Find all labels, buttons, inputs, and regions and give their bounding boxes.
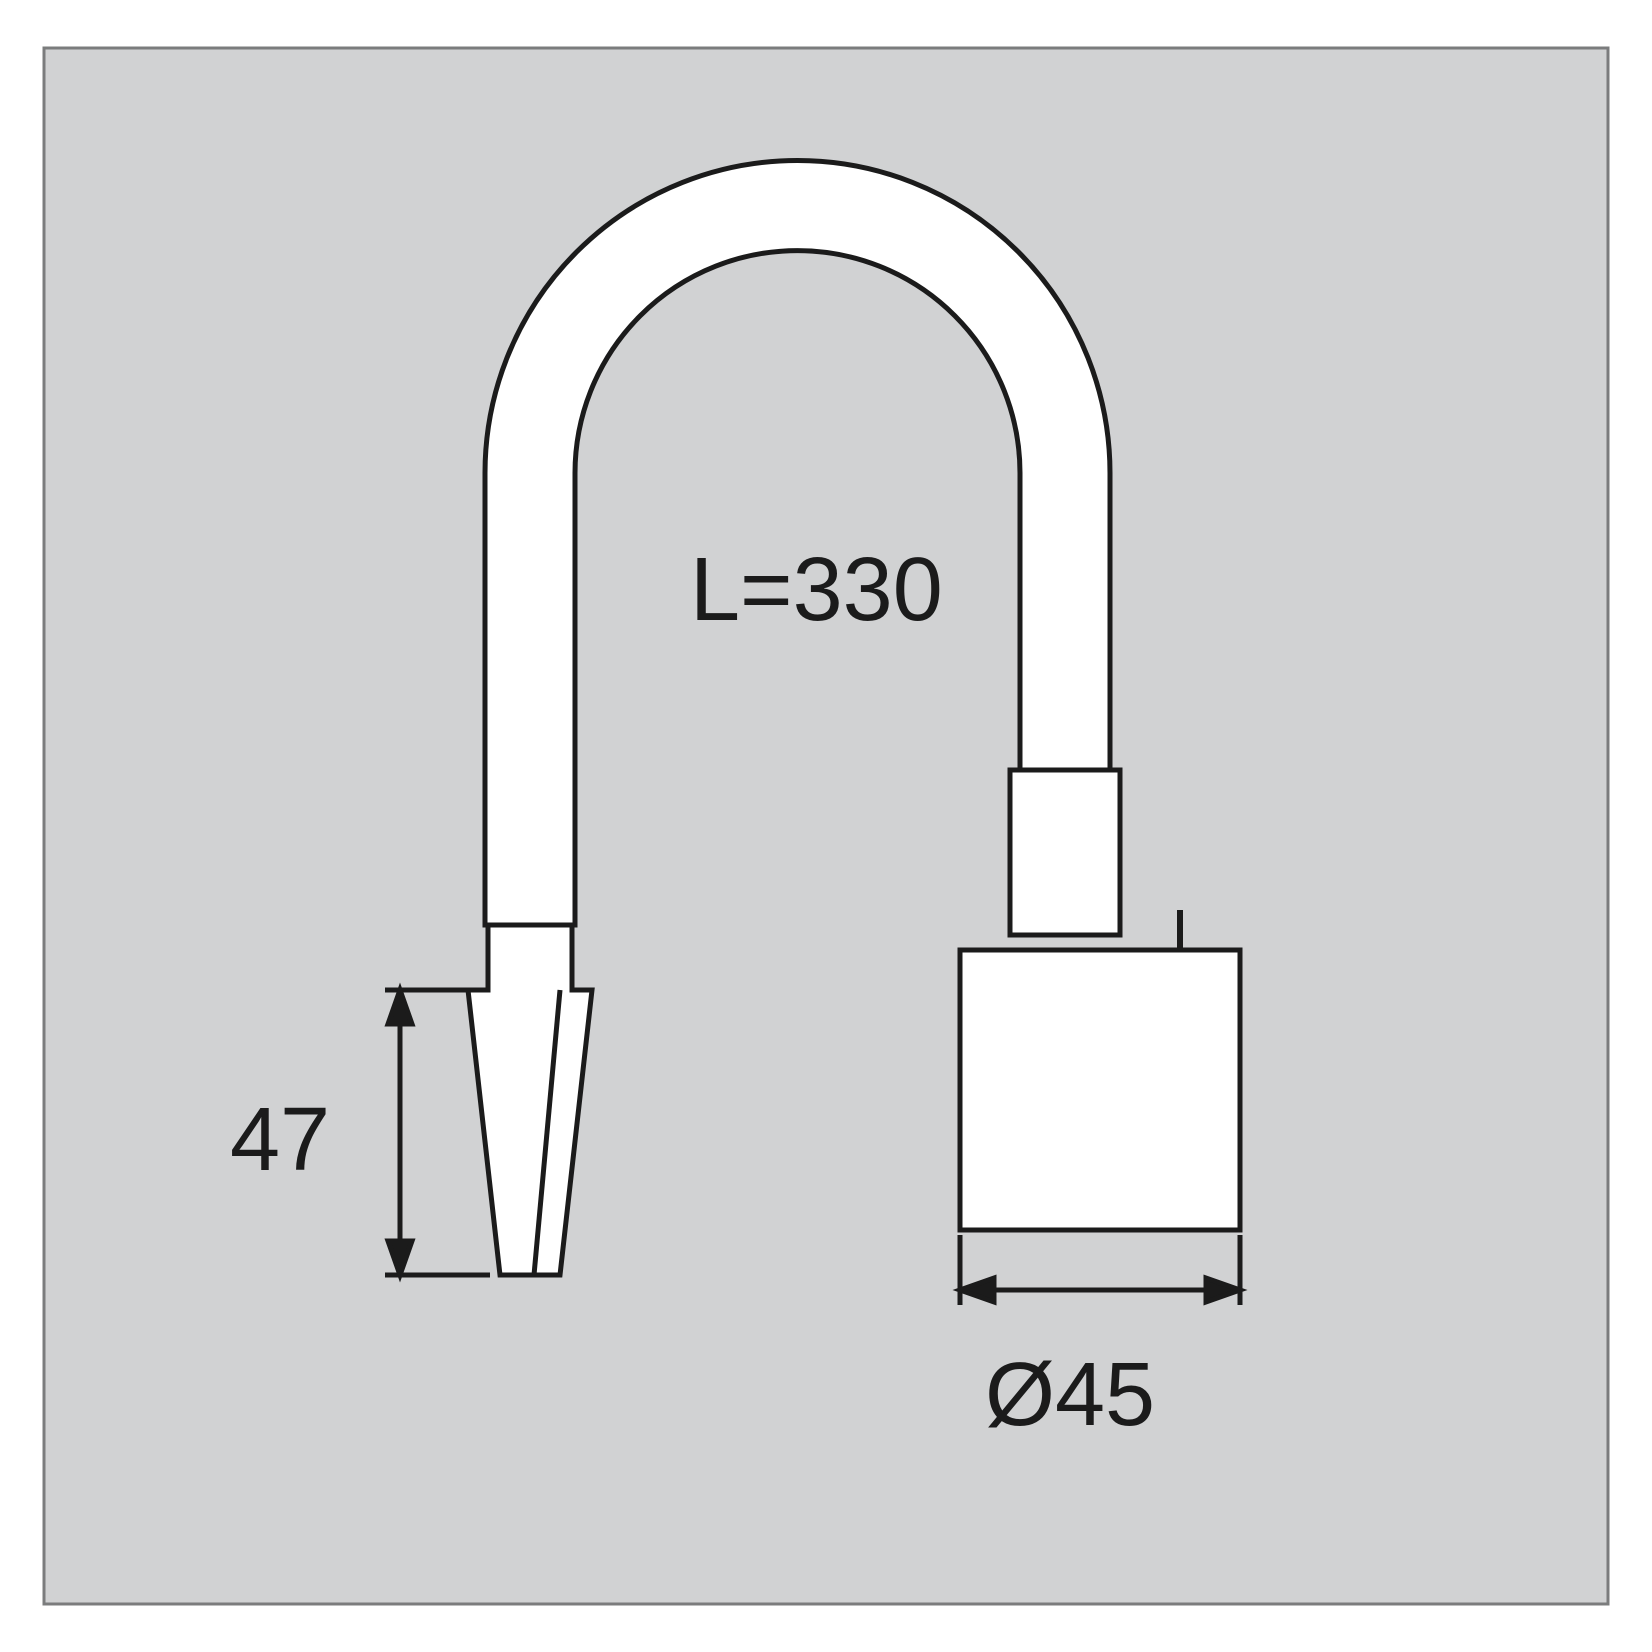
drawing-panel xyxy=(44,48,1608,1604)
page: 47 Ø45 L=330 xyxy=(0,0,1652,1652)
connector-sleeve xyxy=(1010,770,1120,935)
dimension-head-height-label: 47 xyxy=(230,1090,330,1190)
dimension-drawing: 47 Ø45 L=330 xyxy=(0,0,1652,1652)
dimension-length-label: L=330 xyxy=(690,540,943,640)
dimension-base-diameter-label: Ø45 xyxy=(985,1345,1155,1445)
base-housing xyxy=(960,950,1240,1230)
